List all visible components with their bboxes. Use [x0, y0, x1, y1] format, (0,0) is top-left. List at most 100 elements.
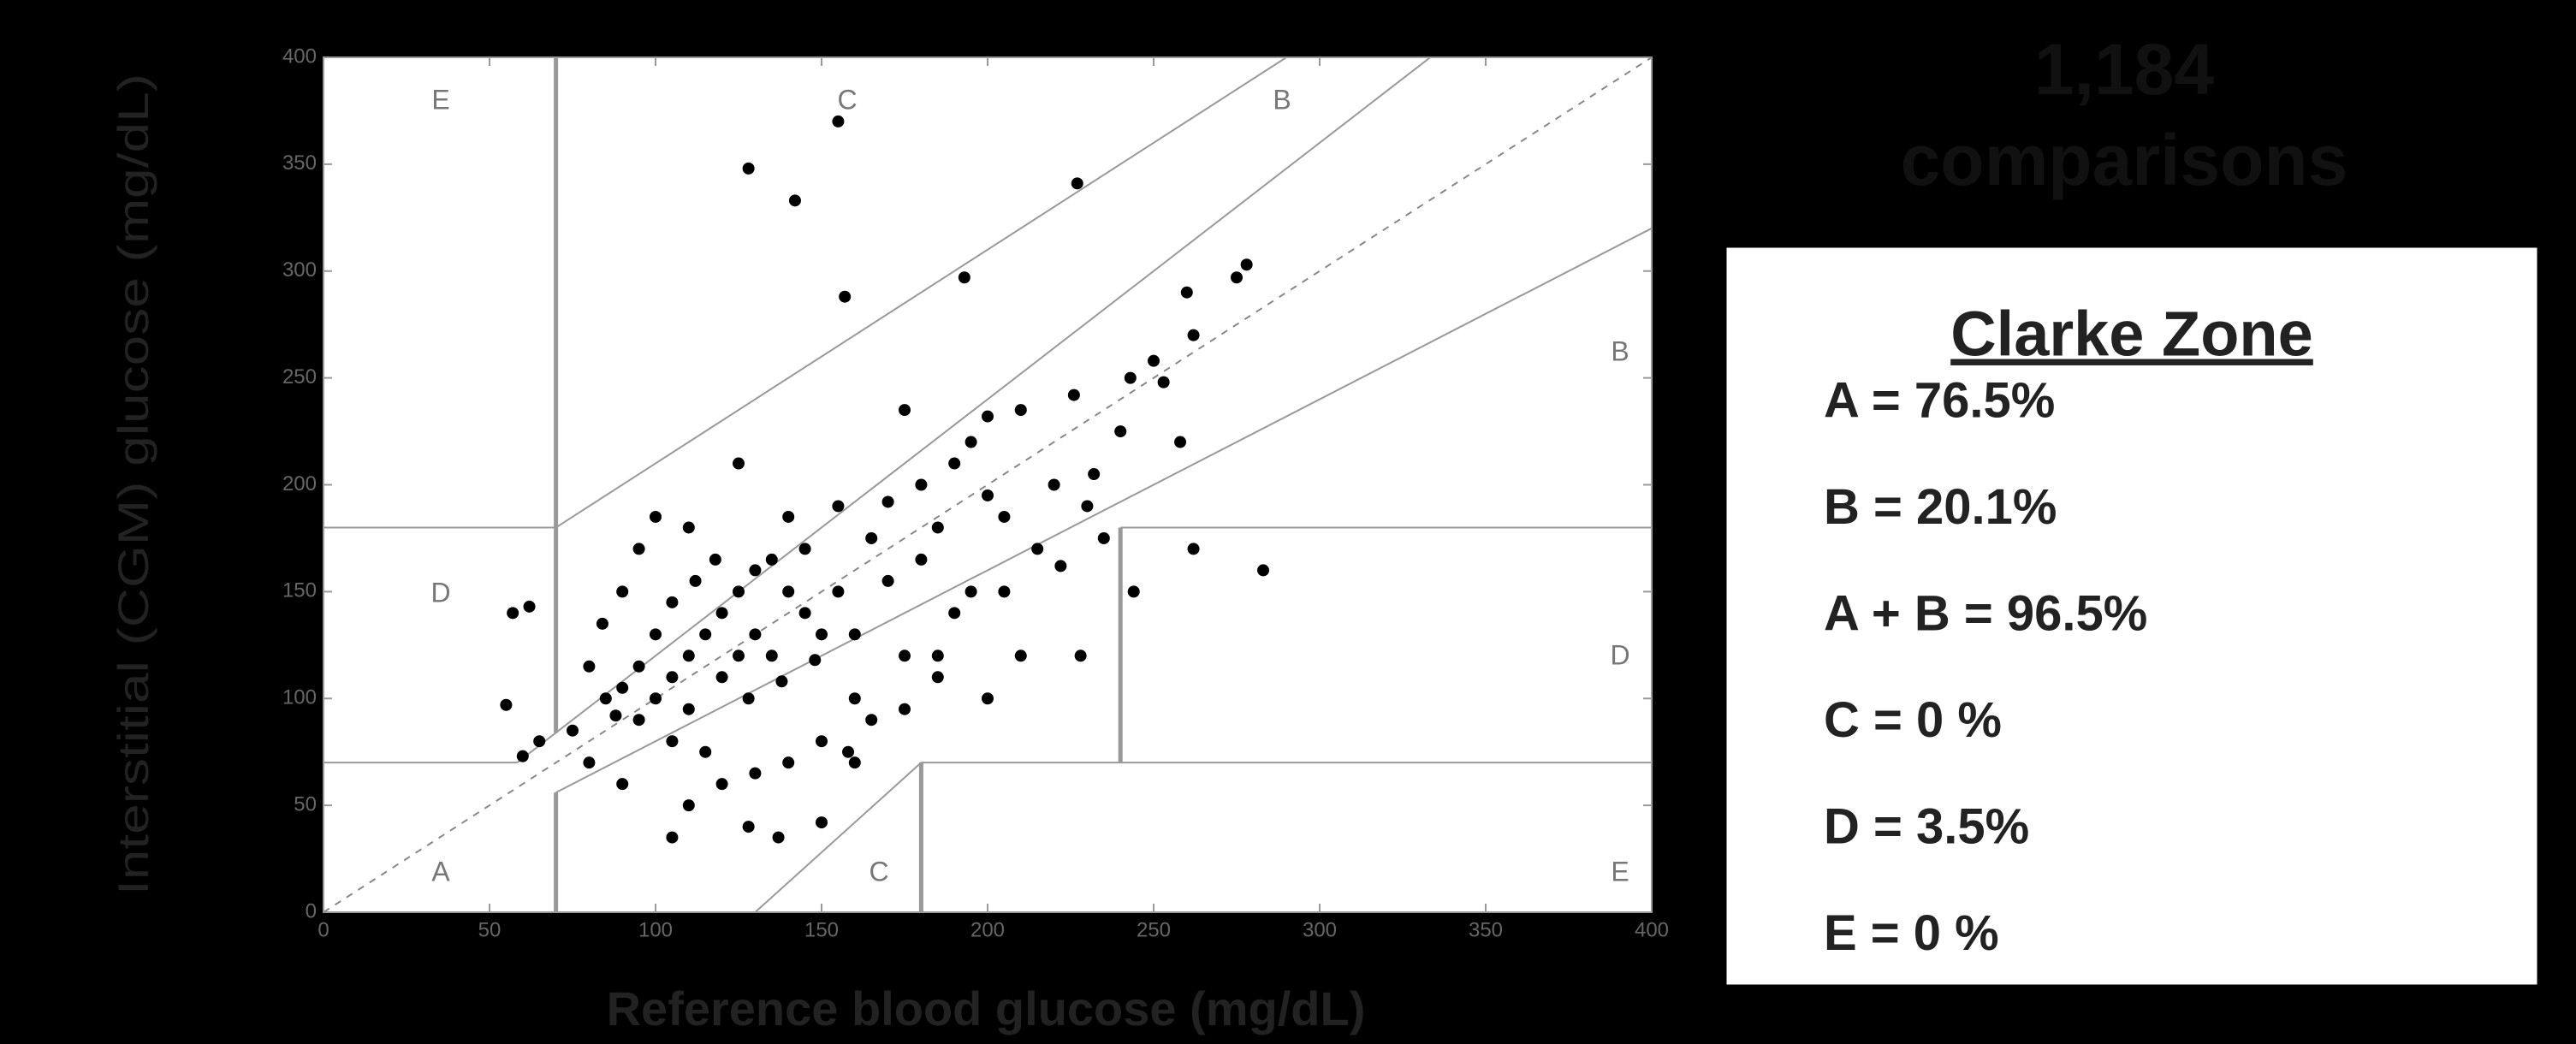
data-point: [1054, 560, 1067, 572]
data-point: [523, 600, 536, 613]
data-point: [699, 745, 712, 758]
y-axis-label: Interstitial (CGM) glucose (mg/dL): [110, 74, 157, 895]
data-point: [632, 714, 645, 727]
data-point: [948, 607, 961, 620]
data-point: [865, 531, 878, 544]
data-point: [931, 671, 944, 684]
data-point: [583, 660, 596, 673]
data-point: [842, 745, 855, 758]
y-tick-label: 350: [282, 151, 317, 175]
data-point: [632, 543, 645, 555]
data-point: [839, 290, 852, 303]
y-tick-label: 0: [306, 899, 317, 922]
data-point: [666, 671, 679, 684]
x-tick-label: 250: [1137, 918, 1171, 941]
data-point: [1088, 468, 1101, 481]
data-point: [832, 585, 845, 598]
data-point: [931, 650, 944, 662]
x-tick-label: 0: [318, 918, 329, 941]
data-point: [998, 585, 1011, 598]
data-point: [689, 574, 702, 587]
data-point: [798, 607, 811, 620]
data-point: [1174, 436, 1187, 448]
y-tick-label: 150: [282, 579, 317, 602]
data-point: [1048, 478, 1060, 491]
data-point: [666, 735, 679, 748]
data-point: [782, 756, 795, 769]
zone-label: A: [431, 856, 450, 887]
data-point: [650, 628, 662, 641]
zone-label: B: [1611, 335, 1629, 366]
data-point: [1097, 531, 1110, 544]
zone-label: E: [1611, 856, 1629, 887]
data-point: [715, 778, 728, 791]
data-point: [596, 617, 608, 630]
data-point: [915, 478, 928, 491]
data-point: [516, 750, 529, 762]
data-point: [682, 650, 695, 662]
count: 1,184: [2034, 29, 2214, 110]
data-point: [1231, 271, 1243, 284]
data-point: [965, 585, 977, 598]
data-point: [772, 831, 785, 844]
data-point: [782, 510, 795, 523]
data-point: [749, 767, 762, 780]
data-point: [958, 271, 970, 284]
legend-entry: E = 0 %: [1824, 905, 1999, 961]
data-point: [1127, 585, 1140, 598]
data-point: [765, 553, 778, 566]
data-point: [982, 489, 994, 501]
data-point: [816, 816, 828, 829]
data-point: [733, 585, 745, 598]
data-point: [616, 681, 629, 694]
zone-line: [555, 56, 1287, 529]
zone-label: D: [430, 577, 450, 608]
zone-line: [555, 227, 1653, 794]
data-point: [899, 650, 911, 662]
data-point: [709, 553, 721, 566]
data-point: [599, 692, 612, 705]
data-point: [881, 495, 894, 508]
data-point: [809, 654, 822, 667]
data-point: [1074, 650, 1087, 662]
data-point: [500, 698, 513, 711]
data-point: [832, 115, 845, 128]
data-point: [583, 756, 596, 769]
data-point: [965, 436, 977, 448]
data-point: [1240, 258, 1253, 271]
data-point: [666, 831, 679, 844]
data-point: [682, 521, 695, 534]
legend-title: Clarke Zone: [1950, 299, 2313, 370]
zone-label: B: [1273, 84, 1291, 115]
data-point: [666, 596, 679, 608]
data-point: [507, 607, 519, 620]
data-point: [848, 628, 861, 641]
zone-label: D: [1610, 639, 1629, 670]
data-point: [982, 410, 994, 423]
data-point: [1031, 543, 1044, 555]
data-point: [733, 457, 745, 470]
data-point: [832, 500, 845, 513]
legend-entry: D = 3.5%: [1824, 798, 2029, 854]
data-point: [733, 650, 745, 662]
x-tick-label: 300: [1303, 918, 1337, 941]
x-tick-label: 100: [638, 918, 673, 941]
data-point: [567, 724, 579, 737]
data-point: [798, 543, 811, 555]
data-point: [715, 671, 728, 684]
legend-entry: C = 0 %: [1824, 692, 2002, 748]
data-point: [609, 709, 622, 722]
data-point: [788, 194, 801, 207]
identity-line: [323, 56, 1653, 913]
data-point: [1014, 650, 1027, 662]
legend-box: [1724, 245, 2540, 988]
data-point: [742, 162, 755, 175]
data-point: [765, 650, 778, 662]
data-point: [931, 521, 944, 534]
data-point: [816, 628, 828, 641]
legend-entry: A + B = 96.5%: [1824, 585, 2147, 641]
data-point: [1180, 286, 1193, 299]
data-point: [1114, 425, 1127, 438]
zone-line: [516, 56, 1431, 763]
data-point: [848, 692, 861, 705]
